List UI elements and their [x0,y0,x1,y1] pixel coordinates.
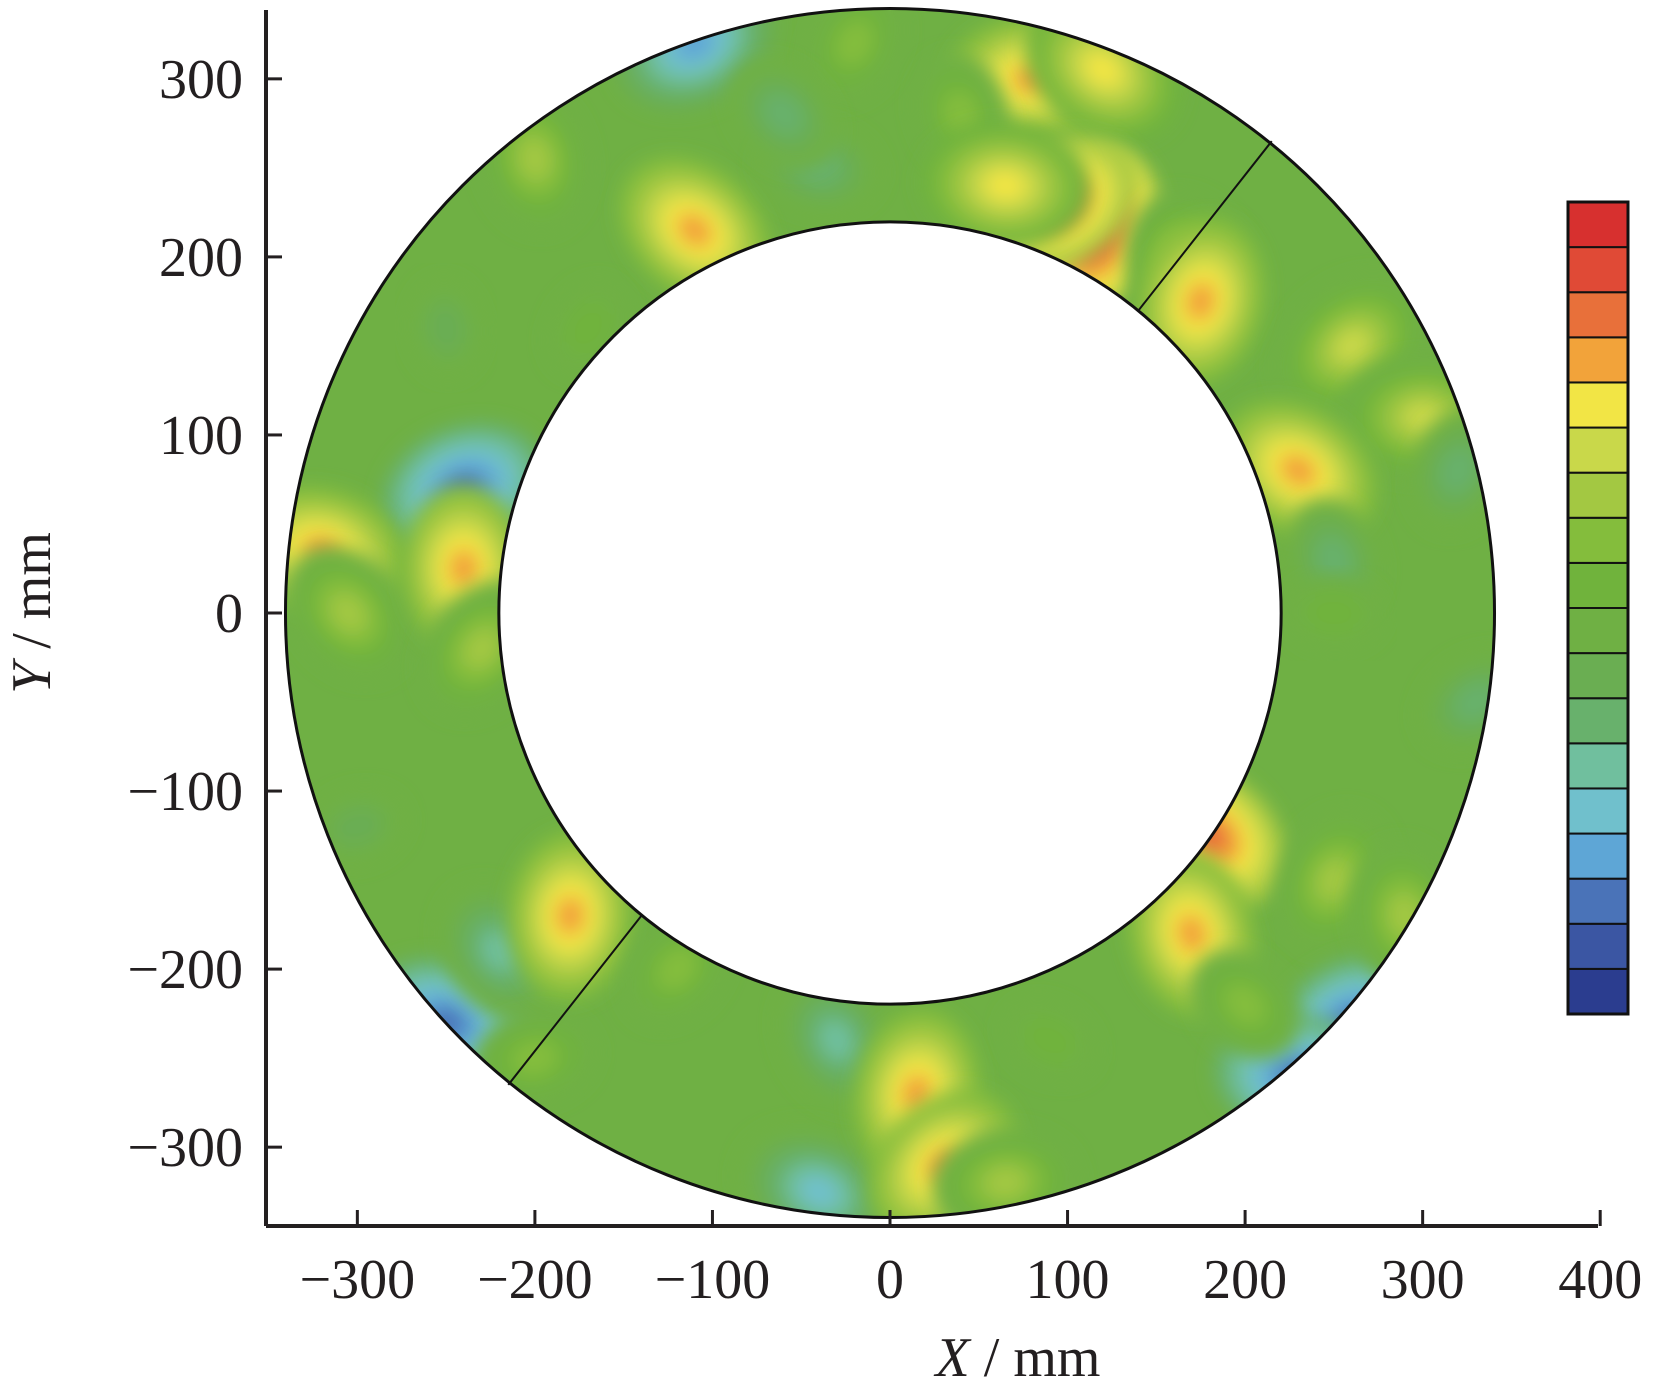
y-axis-variable: Y [1,657,63,694]
contour-patch [805,8,904,103]
contour-patch [1136,217,1266,386]
contour-level [1403,402,1443,432]
colorbar-swatch [1567,877,1629,925]
contour-patch [1418,650,1495,754]
x-axis-title: X / mm [934,1327,1101,1384]
contour-level [656,948,697,990]
axes [264,10,1598,1228]
colorbar-swatch [1567,742,1629,790]
colorbar-frame [1566,200,1630,1016]
contour-level [835,20,874,66]
contour-patch [507,830,634,1001]
contour-level [482,931,517,971]
contour-patch [1002,999,1098,1082]
y-tick-label: 200 [159,227,243,289]
x-tick-label: 200 [1203,1249,1287,1311]
colorbar-swatch [1567,246,1629,294]
y-axis-ticks: 300 200 100 0 −100 −200 −300 [127,49,282,1179]
contour-level [763,93,804,136]
colorbar-swatch [1567,426,1629,474]
x-tick-label: 300 [1381,1249,1465,1311]
contour-level [1085,53,1122,87]
colorbar-swatch [1567,336,1629,384]
contour-level [565,302,611,355]
colorbar-swatch [1567,652,1629,700]
contour-level [1185,282,1216,321]
x-axis-ticks: −300 −200 −100 0 100 200 300 400 [300,1210,1642,1311]
contour-patch [1190,950,1300,1060]
ring-inner-edge [497,220,1283,1006]
contour-patch [729,59,838,170]
contour-level [943,91,979,138]
contour-level [819,1020,854,1061]
contour-level [1280,454,1317,487]
contour-level [1023,1017,1076,1063]
y-tick-label: −300 [127,1117,243,1179]
y-tick-label: −100 [127,761,243,823]
y-tick-label: 100 [159,405,243,467]
x-tick-label: 400 [1558,1249,1642,1311]
contour-level [1224,984,1266,1026]
contour-level [449,548,479,589]
contour-level [330,805,385,848]
x-tick-label: −100 [655,1249,771,1311]
y-axis-title: Y / mm [1,532,63,694]
x-tick-label: 0 [876,1249,904,1311]
x-axis-unit: / mm [970,1327,1101,1384]
contour-level [464,629,500,668]
contour-patch [286,546,411,680]
contour-patch [1283,575,1385,651]
contour-level [985,171,1026,201]
y-axis-unit: / mm [1,532,63,663]
y-tick-label: 0 [215,583,243,645]
contour-level [555,896,585,936]
colorbar-swatch [1567,922,1629,970]
colorbar-swatch [1567,561,1629,610]
contour-level [677,213,713,248]
colorbar-swatch [1567,787,1629,835]
colorbar-swatch [1567,471,1629,519]
x-tick-label: −300 [300,1249,416,1311]
contour-level [1177,914,1207,953]
contour-level [1317,859,1351,901]
contour-level [984,1167,1027,1199]
colorbar-swatch [1567,607,1629,655]
colorbar-swatch [1567,967,1629,1016]
contour-level [1440,447,1477,494]
colorbar-swatch [1567,516,1629,564]
contour-level [1306,592,1362,634]
colorbar-swatch [1567,291,1629,339]
colorbar-swatch [1567,697,1629,745]
contour-patch [408,277,484,379]
contour-level [425,300,467,356]
contour-level [330,593,367,633]
x-tick-label: 100 [1026,1249,1110,1311]
colorbar-swatch [1567,381,1629,429]
contour-level [519,138,551,180]
segment-divider [1137,140,1273,311]
contour-level [800,1176,838,1208]
contour-level [1333,329,1370,363]
y-tick-label: −200 [127,939,243,1001]
colorbar-swatch [1567,201,1629,249]
y-tick-label: 300 [159,49,243,111]
x-tick-label: −200 [477,1249,593,1311]
contour-level [1315,536,1352,583]
segment-dividers [507,140,1273,1086]
segment-divider [507,915,643,1086]
x-axis-variable: X [934,1327,973,1384]
colorbar-swatch [1567,832,1629,880]
colorbar [1566,200,1630,1016]
contour-patch [920,122,1091,249]
